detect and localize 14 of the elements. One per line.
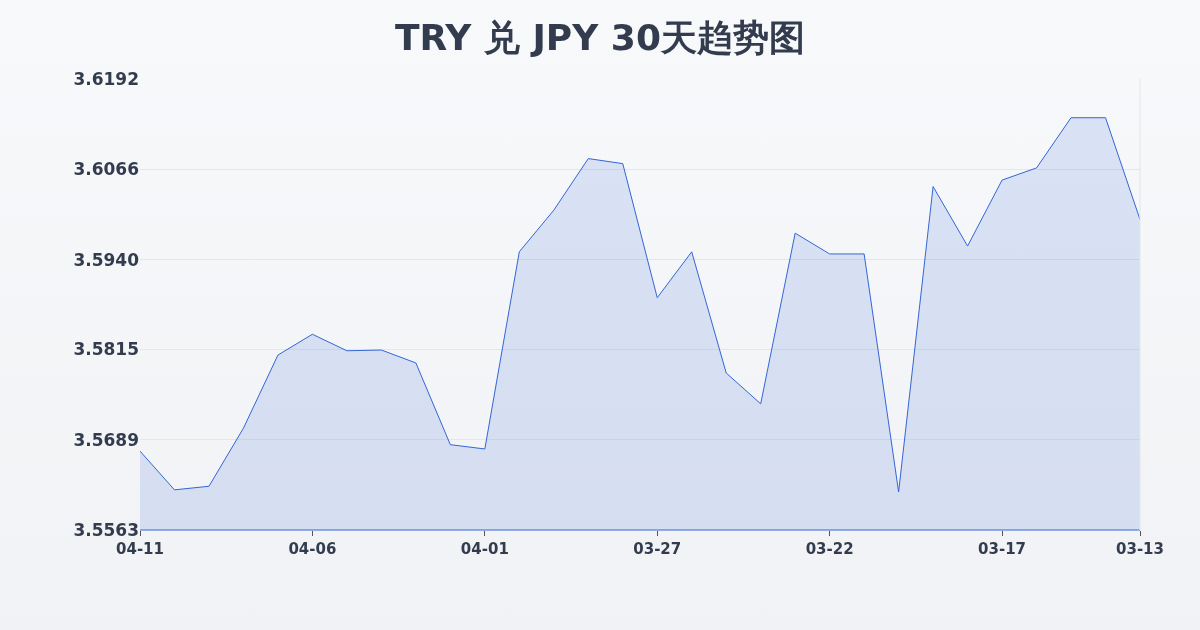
y-tick-label: 3.5940	[73, 249, 140, 270]
y-tick-label: 3.5689	[73, 429, 139, 450]
x-tick-label: 03-27	[633, 540, 682, 558]
x-tick-label: 03-13	[1116, 540, 1164, 558]
x-tick-label: 04-06	[288, 540, 337, 558]
x-tick-label: 03-22	[805, 540, 854, 558]
y-tick-label: 3.6066	[73, 159, 139, 180]
y-tick-label: 3.6192	[73, 68, 139, 89]
y-tick-label: 3.5815	[73, 339, 139, 360]
x-tick-label: 04-11	[116, 540, 164, 558]
chart-title: TRY 兑 JPY 30天趋势图	[395, 17, 805, 59]
x-tick-label: 03-17	[978, 540, 1027, 558]
x-tick-label: 04-01	[460, 540, 509, 558]
y-tick-label: 3.5563	[73, 519, 139, 540]
